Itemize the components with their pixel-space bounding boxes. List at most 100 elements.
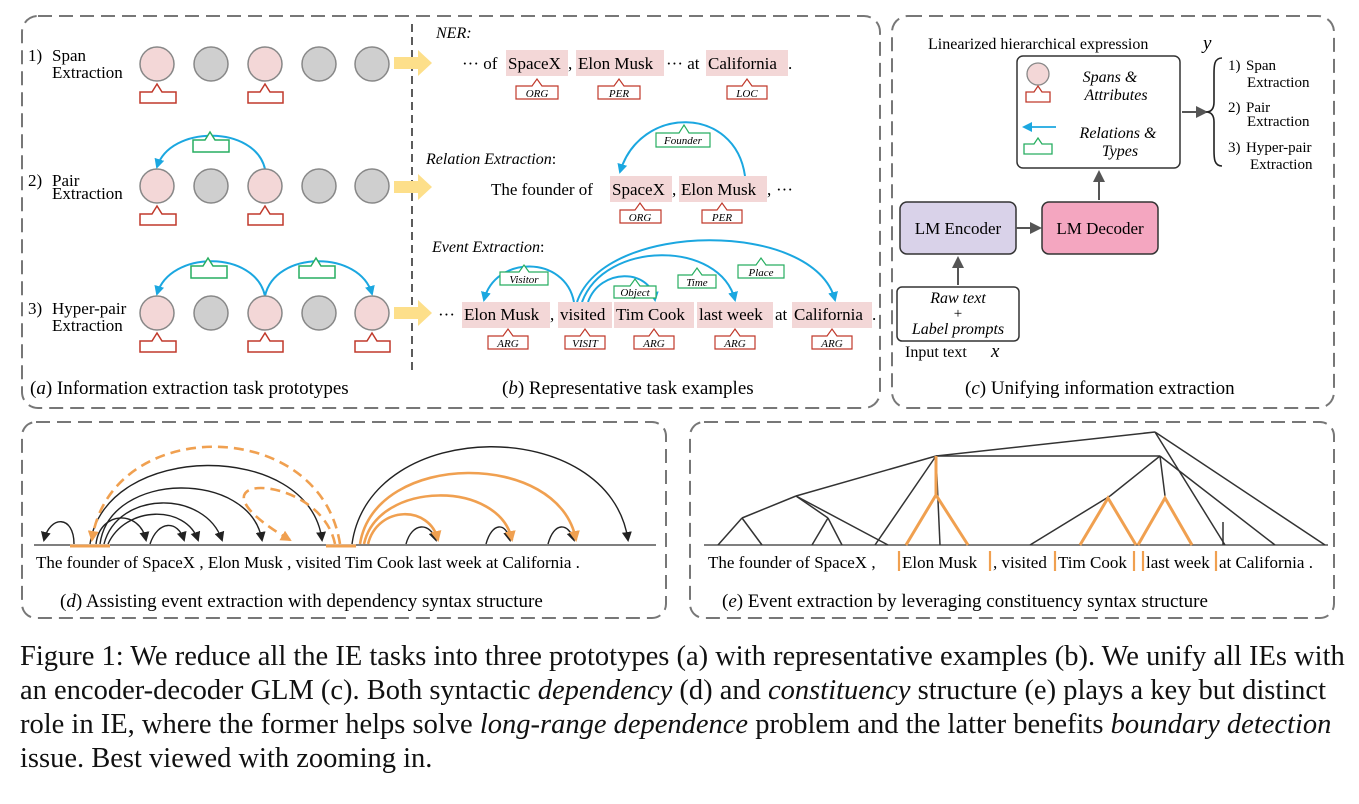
yellow-arrow-icon <box>394 300 432 326</box>
input-raw-text: Raw text <box>929 290 986 307</box>
span-node-1 <box>139 168 175 204</box>
out3-line2: Extraction <box>1250 157 1313 173</box>
re-span-musk <box>679 176 767 202</box>
re-lead: The founder of <box>491 180 593 199</box>
span-node-1 <box>139 46 175 82</box>
ee-tag-arg: ARG <box>496 338 518 350</box>
ee-span-visited <box>558 302 612 328</box>
legend-spans-line1: Spans & <box>1083 69 1138 86</box>
ner-word-spacex: SpaceX <box>508 54 561 73</box>
plain-node <box>193 168 229 204</box>
legend-rel-line1: Relations & <box>1079 125 1157 142</box>
plain-node <box>193 295 229 331</box>
input-label-prompts: Label prompts <box>911 321 1004 338</box>
row3-label-line2: Extraction <box>52 316 123 335</box>
re-trail: ··· <box>776 180 793 199</box>
tag-callout <box>613 277 657 299</box>
out3-number: 3) <box>1228 140 1241 156</box>
input-box <box>896 286 1020 342</box>
re-word-spacex: SpaceX <box>612 180 665 199</box>
tag-callout <box>677 266 717 289</box>
ner-lead: ··· of <box>462 54 498 73</box>
dep-arc <box>99 487 266 545</box>
row2-label-line2: Extraction <box>52 184 123 203</box>
ee-word-week: last week <box>699 305 763 324</box>
dep-arc <box>103 502 225 545</box>
ner-span-california <box>706 50 788 76</box>
y-symbol: y <box>1201 33 1212 54</box>
ee-word-cook: Tim Cook <box>616 305 685 324</box>
ner-word-musk: Elon Musk <box>578 54 654 73</box>
caption-emphasis: constituency <box>768 675 911 706</box>
plain-node <box>301 295 337 331</box>
ee-title: Event Extraction: <box>431 239 544 256</box>
caption-text: Figure 1: We reduce all the IE tasks int… <box>20 641 1345 706</box>
out1-number: 1) <box>1228 58 1241 74</box>
plain-node <box>301 168 337 204</box>
dep-sentence: The founder of SpaceX , Elon Musk , visi… <box>36 553 580 572</box>
relation-tag-icon <box>192 130 230 153</box>
comma: , <box>568 54 572 73</box>
span-node-3 <box>354 295 390 331</box>
out2-number: 2) <box>1228 100 1241 116</box>
span-tag-icon <box>139 204 177 226</box>
out2-line1: Pair <box>1246 100 1270 116</box>
ee-tag-visit: VISIT <box>572 338 599 350</box>
plain-node <box>354 46 390 82</box>
ner-tag-org: ORG <box>526 88 549 100</box>
tree-span-musk: Elon Musk <box>902 553 978 572</box>
span-tag-icon <box>354 331 391 353</box>
panel-d-frame <box>21 421 667 619</box>
dep-arc <box>107 513 201 545</box>
tag-callout <box>811 327 853 350</box>
figure-canvas: 1) Span Extraction 2) Pair Extraction 3)… <box>21 15 1335 619</box>
out2-line2: Extraction <box>1247 114 1310 130</box>
row1-label-line2: Extraction <box>52 63 123 82</box>
span-legend-icon <box>1026 62 1050 86</box>
panel-c: Linearized hierarchical expression y Spa… <box>896 33 1313 399</box>
ee-tag-arg: ARG <box>820 338 842 350</box>
panel-e: The founder of SpaceX , Elon Musk , visi… <box>704 431 1328 612</box>
relation-tag-icon <box>298 256 336 279</box>
period: . <box>788 54 792 73</box>
relation-tag-icon <box>1023 136 1053 155</box>
re-tag-org: ORG <box>629 212 652 224</box>
span-node-1 <box>139 295 175 331</box>
tag-callout <box>499 263 549 286</box>
lm-encoder-label: LM Encoder <box>915 219 1002 238</box>
tag-callout <box>619 201 662 224</box>
dep-arc-long-range <box>87 445 342 545</box>
comma: , <box>550 305 554 324</box>
lm-decoder-box <box>1041 201 1159 255</box>
span-tag-icon <box>139 82 177 104</box>
ee-span-california <box>792 302 872 328</box>
period: . <box>872 305 876 324</box>
dep-arc-long-range <box>242 486 337 545</box>
out3-line1: Hyper-pair <box>1246 140 1312 156</box>
re-founder-arc <box>617 121 746 177</box>
ee-lead: ··· <box>438 305 455 324</box>
linearized-label: Linearized hierarchical expression <box>928 36 1148 53</box>
input-text-label: Input text <box>905 344 967 361</box>
ee-visitor-arc <box>481 265 575 303</box>
ner-word-california: California <box>708 54 777 73</box>
ner-span-musk <box>576 50 664 76</box>
ee-span-cook <box>614 302 694 328</box>
row2-number: 2) <box>28 171 42 190</box>
caption-text: issue. Best viewed with zooming in. <box>20 743 433 774</box>
constituency-tree <box>717 431 1326 546</box>
ee-word-california: California <box>794 305 863 324</box>
tree-span-week: last week <box>1146 553 1210 572</box>
row1-label-line1: Span <box>52 46 87 65</box>
ner-title: NER: <box>435 25 472 42</box>
ee-tag-arg: ARG <box>723 338 745 350</box>
ee-role-visitor: Visitor <box>509 274 539 286</box>
ner-span-spacex <box>506 50 568 76</box>
row3-number: 3) <box>28 299 42 318</box>
plain-node <box>354 168 390 204</box>
panel-b: NER: ··· of SpaceX , Elon Musk ··· at Ca… <box>425 25 876 399</box>
ee-span-musk <box>462 302 550 328</box>
dep-arc <box>149 524 187 545</box>
span-tag-icon <box>139 331 177 353</box>
panel-b-caption: (b) Representative task examples <box>502 378 754 399</box>
